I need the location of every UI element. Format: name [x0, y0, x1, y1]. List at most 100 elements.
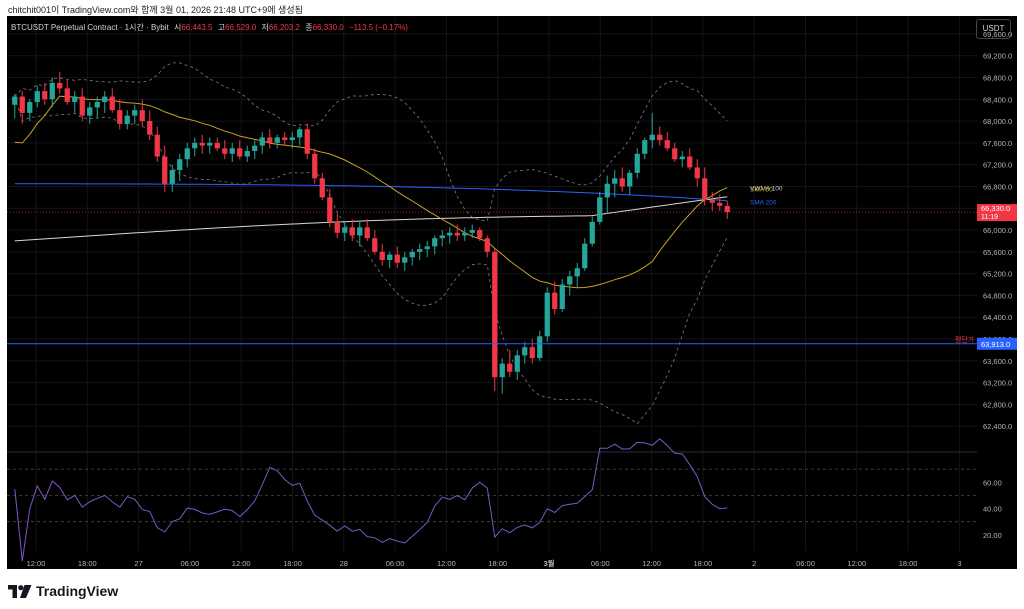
price-tick-label: 64,400.0	[983, 313, 1012, 322]
candle-body	[724, 205, 730, 213]
rsi-tick-label: 40.00	[983, 505, 1002, 514]
candle-body	[319, 178, 325, 198]
time-tick-label: 06:00	[386, 559, 405, 568]
candle-body	[454, 232, 460, 236]
candle-body	[94, 102, 100, 108]
low-value: 66,203.2	[268, 23, 300, 32]
tradingview-logo-icon	[8, 584, 32, 598]
price-tick-label: 65,600.0	[983, 248, 1012, 257]
candle-body	[282, 137, 288, 141]
candle-body	[27, 102, 33, 113]
high-label: 고	[217, 23, 226, 32]
open-value: 66,443.5	[181, 23, 213, 32]
candle-body	[117, 110, 123, 124]
current-price-label: 66,330.0	[981, 204, 1010, 213]
change-value: −113.5 (−0.17%)	[348, 23, 408, 32]
candle-body	[139, 110, 145, 122]
candle-body	[342, 227, 348, 233]
candle-body	[267, 137, 273, 143]
candle-body	[694, 167, 700, 179]
time-tick-label: 18:00	[694, 559, 713, 568]
candle-body	[627, 172, 633, 187]
candle-body	[409, 251, 415, 258]
chart-panel[interactable]: BTCUSDT Perpetual Contract · 1시간 · Bybit…	[7, 16, 1017, 569]
candle-body	[222, 148, 228, 154]
candle-body	[327, 197, 333, 222]
price-tick-label: 69,600.0	[983, 30, 1012, 39]
candle-body	[544, 292, 550, 337]
candle-body	[432, 238, 438, 247]
candle-body	[477, 230, 483, 239]
sma-50-label: SMA 50	[750, 187, 773, 194]
price-tick-label: 68,800.0	[983, 73, 1012, 82]
candle-body	[57, 82, 63, 89]
time-tick-label: 18:00	[899, 559, 918, 568]
candle-body	[147, 121, 153, 135]
candle-body	[274, 137, 280, 143]
candle-body	[417, 249, 423, 252]
candle-body	[259, 137, 265, 146]
candle-body	[87, 107, 93, 116]
time-tick-label: 06:00	[796, 559, 815, 568]
price-tick-label: 62,800.0	[983, 400, 1012, 409]
candle-body	[717, 202, 723, 206]
candle-body	[372, 238, 378, 252]
candle-body	[34, 91, 40, 103]
time-tick-label: 06:00	[181, 559, 200, 568]
time-tick-label: 12:00	[642, 559, 661, 568]
candle-body	[12, 96, 18, 105]
close-value: 66,330.0	[312, 23, 344, 32]
candle-body	[169, 170, 175, 184]
candle-body	[492, 251, 498, 378]
sma-200-label: SMA 200	[750, 200, 777, 207]
candle-body	[574, 268, 580, 277]
price-tick-label: 66,800.0	[983, 182, 1012, 191]
avg-price-note: 평단가	[955, 335, 975, 344]
candle-body	[507, 363, 513, 372]
candle-body	[229, 148, 235, 154]
candle-body	[612, 178, 618, 184]
time-tick-label: 2	[752, 559, 756, 568]
vwma-100-line	[14, 196, 728, 242]
candle-body	[537, 336, 543, 359]
price-tick-label: 63,200.0	[983, 379, 1012, 388]
open-label: 시	[173, 23, 182, 32]
candle-body	[357, 227, 363, 236]
candle-body	[162, 156, 168, 184]
ohlc-header: BTCUSDT Perpetual Contract · 1시간 · Bybit…	[11, 22, 408, 33]
price-tick-label: 63,600.0	[983, 357, 1012, 366]
candle-body	[252, 145, 258, 152]
time-tick-label: 18:00	[78, 559, 97, 568]
time-tick-label: 12:00	[437, 559, 456, 568]
time-tick-label: 27	[134, 559, 142, 568]
candle-body	[597, 197, 603, 222]
tradingview-logo[interactable]: TradingView	[8, 582, 118, 600]
time-tick-label: 3	[957, 559, 961, 568]
candle-body	[312, 153, 318, 179]
candle-body	[214, 142, 220, 149]
price-tick-label: 68,400.0	[983, 95, 1012, 104]
price-chart-svg: 69,600.0 69,200.0 68,800.0 68,400.0 68,000.0…	[7, 16, 1017, 568]
candle-body	[447, 232, 453, 236]
price-tick-label: 67,600.0	[983, 139, 1012, 148]
candle-body	[664, 140, 670, 149]
bollinger-lower-line	[14, 96, 728, 425]
avg-price-label: 63,913.0	[981, 340, 1010, 349]
candle-body	[589, 221, 595, 244]
candle-body	[132, 110, 138, 116]
currency-button[interactable]: USDT	[976, 19, 1011, 39]
candle-body	[72, 96, 78, 103]
candle-body	[499, 363, 505, 378]
candle-body	[642, 140, 648, 154]
candle-body	[297, 129, 303, 138]
price-tick-label: 67,200.0	[983, 161, 1012, 170]
candle-body	[657, 134, 663, 141]
candle-body	[567, 276, 573, 285]
candle-body	[672, 148, 678, 160]
candle-body	[124, 115, 130, 124]
vwma-100-label: VWMA 100	[750, 186, 783, 193]
rsi-tick-label: 20.00	[983, 531, 1002, 540]
candle-body	[154, 134, 160, 157]
chart-caption: chitchit001이 TradingView.com와 함께 3월 01, …	[8, 5, 303, 15]
candle-body	[207, 142, 213, 146]
